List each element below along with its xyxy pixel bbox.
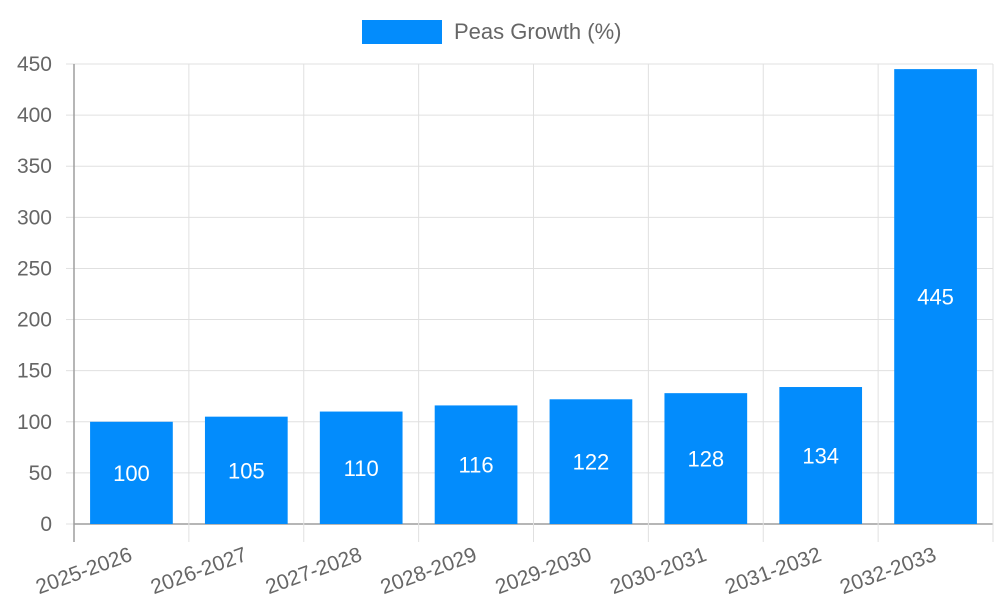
bar-value-label: 110 [344,456,379,481]
y-tick-label: 450 [17,53,52,76]
bar-value-label: 445 [917,285,954,310]
y-tick-label: 250 [17,257,52,280]
bar-2027-2028[interactable]: 110 [319,411,403,524]
bar-value-label: 100 [113,461,150,486]
legend-label: Peas Growth (%) [454,19,622,44]
chart-legend[interactable]: Peas Growth (%) [362,19,622,45]
x-tick-label: 2027-2028 [263,543,365,599]
y-tick-label: 200 [17,309,52,332]
bar-value-label: 122 [573,450,610,475]
bar-value-label: 134 [802,444,839,469]
y-tick-label: 100 [17,411,52,434]
bar-2030-2031[interactable]: 128 [664,393,748,524]
y-tick-label: 50 [29,462,52,485]
bar-2028-2029[interactable]: 116 [434,405,518,524]
bar-2031-2032[interactable]: 134 [779,387,863,524]
x-tick-label: 2032-2033 [837,543,939,599]
bar-2025-2026[interactable]: 100 [90,421,173,524]
bar-2032-2033[interactable]: 445 [894,69,977,524]
legend-swatch [362,20,442,44]
y-tick-label: 350 [17,155,52,178]
bar-value-label: 128 [687,447,724,472]
x-tick-label: 2030-2031 [607,543,709,599]
bar-value-label: 116 [459,453,494,478]
bar-value-label: 105 [228,458,265,483]
y-tick-label: 400 [17,104,52,127]
x-tick-label: 2026-2027 [148,543,250,599]
bar-2026-2027[interactable]: 105 [204,416,288,524]
y-tick-label: 150 [17,360,52,383]
x-tick-label: 2029-2030 [492,543,594,599]
x-tick-label: 2028-2029 [378,543,480,599]
bar-2029-2030[interactable]: 122 [549,399,633,524]
y-tick-label: 300 [17,206,52,229]
x-tick-label: 2031-2032 [722,543,824,599]
x-tick-label: 2025-2026 [33,543,135,599]
y-tick-label: 0 [40,513,52,536]
